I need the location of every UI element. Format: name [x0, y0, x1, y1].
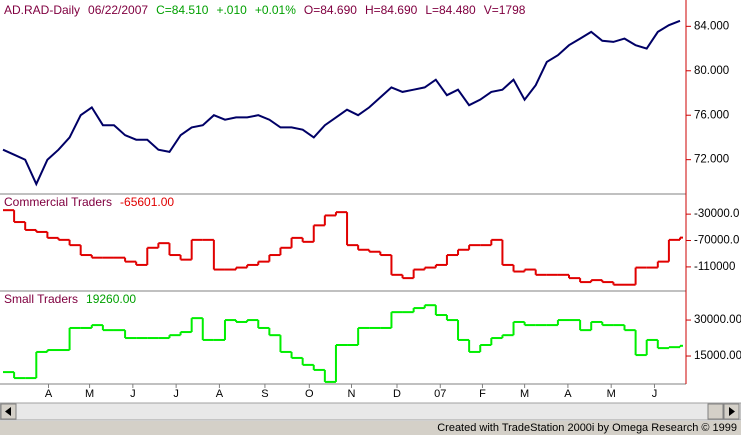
y-tick-label: 84.000: [694, 20, 729, 32]
x-tick-label: S: [261, 388, 268, 400]
arrow-icon: [729, 407, 735, 416]
panel-title: Small Traders 19260.00: [4, 292, 136, 306]
title-part: Commercial Traders: [4, 195, 112, 209]
x-tick-label: J: [173, 388, 179, 400]
title-part: V=1798: [484, 3, 526, 17]
arrow-icon: [5, 407, 11, 416]
title-part: L=84.480: [425, 3, 476, 17]
x-tick-label: N: [348, 388, 356, 400]
x-tick-label: M: [607, 388, 616, 400]
title-part: Small Traders: [4, 292, 78, 306]
y-tick-label: -30000.0: [694, 208, 739, 220]
title-part: 19260.00: [86, 292, 136, 306]
x-tick-label: A: [216, 388, 224, 400]
x-tick-label: A: [564, 388, 572, 400]
status-bar: [0, 421, 741, 435]
x-tick-label: F: [479, 388, 486, 400]
title-part: C=84.510: [156, 3, 209, 17]
title-part: AD.RAD-Daily: [4, 3, 80, 17]
x-tick-label: M: [85, 388, 94, 400]
title-part: O=84.690: [304, 3, 357, 17]
title-part: H=84.690: [365, 3, 418, 17]
y-tick-label: 30000.00: [694, 314, 741, 326]
y-tick-label: 80.000: [694, 65, 729, 77]
title-part: -65601.00: [120, 195, 174, 209]
x-tick-label: M: [520, 388, 529, 400]
y-tick-label: 15000.00: [694, 350, 741, 362]
title-part: 06/22/2007: [88, 3, 148, 17]
panel-title: AD.RAD-Daily 06/22/2007 C=84.510 +.010 +0.01…: [4, 3, 526, 17]
x-tick-label: J: [130, 388, 136, 400]
y-tick-label: -70000.0: [694, 235, 739, 247]
title-part: +.010: [216, 3, 247, 17]
x-tick-label: O: [305, 388, 314, 400]
title-part: +0.01%: [255, 3, 296, 17]
y-tick-label: 76.000: [694, 109, 729, 121]
scroll-thumb[interactable]: [707, 403, 724, 420]
y-tick-label: -110000: [694, 261, 735, 273]
x-tick-label: J: [652, 388, 658, 400]
price-line: [2, 19, 681, 187]
x-tick-label: D: [393, 388, 401, 400]
x-tick-label: A: [45, 388, 53, 400]
y-tick-label: 72.000: [694, 154, 729, 166]
x-tick-label: 07: [434, 388, 446, 400]
footer: Created with TradeStation 2000i by Omega…: [437, 422, 737, 434]
panel-title: Commercial Traders -65601.00: [4, 195, 174, 209]
scrollbar[interactable]: [0, 402, 741, 421]
